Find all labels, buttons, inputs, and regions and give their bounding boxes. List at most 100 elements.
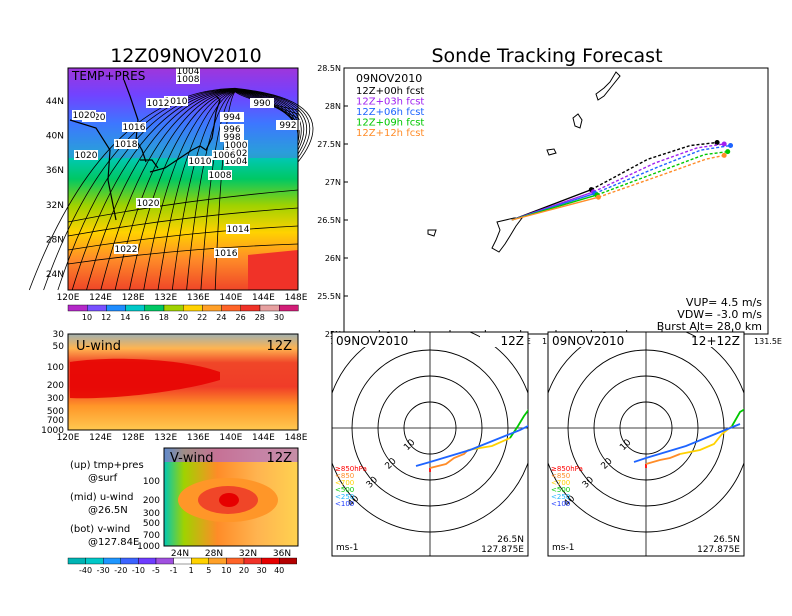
isobar-label: 994 bbox=[220, 112, 244, 123]
y-tick-label: 26.5N bbox=[317, 216, 341, 225]
colorbar-swatch bbox=[85, 557, 104, 565]
svg-text:1020: 1020 bbox=[137, 199, 160, 209]
svg-text:994: 994 bbox=[223, 113, 240, 123]
hodograph-trace bbox=[633, 423, 741, 463]
colorbar-swatch bbox=[221, 304, 242, 312]
isobar-label: 1020 bbox=[72, 110, 96, 121]
colorbar-swatch bbox=[243, 557, 262, 565]
pressure-tick-label: 300 bbox=[143, 509, 160, 519]
pressure-tick-label: 1000 bbox=[137, 542, 160, 552]
pressure-tick-label: 700 bbox=[143, 531, 160, 541]
isobar-label: 998 bbox=[220, 132, 244, 143]
track-line-descent bbox=[594, 144, 731, 195]
colorbar-swatch bbox=[67, 557, 86, 565]
isobar-label: 990 bbox=[250, 98, 274, 109]
landing-point bbox=[721, 152, 727, 158]
colorbar-swatch bbox=[279, 557, 298, 565]
hodograph-trace bbox=[467, 437, 511, 451]
lon-tick-label: 132E bbox=[154, 293, 177, 303]
y-tick-label: 28N bbox=[325, 102, 341, 111]
pressure-tick-label: 500 bbox=[47, 407, 64, 417]
lon-tick-label: 124E bbox=[89, 433, 112, 443]
colorbar-label: -1 bbox=[170, 566, 178, 575]
track-line-descent bbox=[591, 141, 718, 191]
y-tick-label: 26N bbox=[325, 254, 341, 263]
vwind-label: V-wind bbox=[170, 451, 214, 466]
svg-text:1012: 1012 bbox=[147, 99, 170, 109]
lat-tick-label: 28N bbox=[46, 235, 64, 245]
vup-text: VUP= 4.5 m/s bbox=[686, 296, 762, 309]
level-legend: <500 bbox=[335, 486, 354, 494]
colorbar-label: 10 bbox=[221, 566, 231, 575]
isobar-label: 1016 bbox=[122, 122, 146, 133]
y-tick-label: 28.5N bbox=[317, 64, 341, 73]
isobar-label: 1010 bbox=[164, 96, 188, 107]
level-legend: <500 bbox=[551, 486, 570, 494]
colorbar-swatch bbox=[106, 304, 126, 312]
pressure-tick-label: 1000 bbox=[41, 426, 64, 436]
isobar bbox=[71, 88, 305, 291]
svg-text:1000: 1000 bbox=[225, 141, 248, 151]
uwind-lon-ticks: 120E 124E 128E 132E 136E 140E 144E 148E bbox=[57, 433, 308, 443]
isobar-label: 1022 bbox=[114, 244, 138, 255]
landing-point bbox=[725, 149, 731, 155]
svg-text:1004: 1004 bbox=[177, 67, 200, 77]
burst-point bbox=[595, 194, 601, 200]
isobar-label: 1004 bbox=[224, 156, 248, 167]
level-legend: <850 bbox=[335, 472, 354, 480]
colorbar-swatch bbox=[259, 304, 280, 312]
colorbar-label: 40 bbox=[274, 566, 284, 575]
legend-entry: 12Z+03h fcst bbox=[356, 97, 424, 108]
lon-tick-label: 144E bbox=[252, 433, 275, 443]
isobar-label: 1006 bbox=[212, 150, 236, 161]
colorbar-label: 12 bbox=[101, 313, 111, 322]
landing-point bbox=[714, 139, 720, 145]
level-legend: <700 bbox=[335, 479, 354, 487]
isobar bbox=[43, 88, 311, 291]
isobar-labels: 1004100810101020102010161018102099099299… bbox=[72, 66, 300, 259]
isobar-lines bbox=[28, 87, 314, 291]
isobar-label: 1004 bbox=[176, 66, 200, 77]
vdw-text: VDW= -3.0 m/s bbox=[677, 308, 762, 321]
colorbar-label: 30 bbox=[274, 313, 284, 322]
colorbar-label: 20 bbox=[178, 313, 188, 322]
pressure-tick-label: 50 bbox=[53, 342, 65, 352]
hodograph-trace bbox=[731, 408, 744, 427]
svg-text:(mid) u-wind: (mid) u-wind bbox=[70, 492, 133, 503]
right-title: Sonde Tracking Forecast bbox=[431, 45, 662, 67]
colorbar-swatch bbox=[261, 557, 280, 565]
colorbar-swatch bbox=[144, 304, 165, 312]
lon-tick-label: 148E bbox=[285, 433, 308, 443]
isobar-label: 1018 bbox=[114, 139, 138, 150]
isobar bbox=[100, 89, 300, 291]
lat-tick-label: 28N bbox=[205, 549, 223, 559]
isobar-label: 996 bbox=[220, 124, 244, 135]
hodograph-lon: 127.875E bbox=[481, 545, 524, 555]
colorbar-swatch bbox=[173, 557, 192, 565]
map-panel: TEMP+PRES 100410081010102010201016101810… bbox=[28, 66, 314, 322]
svg-text:990: 990 bbox=[253, 99, 270, 109]
isobar-label: 1020 bbox=[74, 150, 98, 161]
colorbar-swatch bbox=[102, 557, 121, 565]
pressure-tick-label: 30 bbox=[53, 330, 65, 340]
colorbar-label: -10 bbox=[132, 566, 145, 575]
svg-text:1010: 1010 bbox=[165, 97, 188, 107]
colorbar-label: -5 bbox=[152, 566, 160, 575]
colorbar-label: 22 bbox=[197, 313, 207, 322]
level-legend: <250 bbox=[335, 493, 354, 501]
colorbar-label: 1 bbox=[189, 566, 194, 575]
colorbar-swatch bbox=[182, 304, 203, 312]
isobar bbox=[67, 207, 299, 237]
lat-tick-label: 24N bbox=[171, 549, 189, 559]
pressure-tick-label: 100 bbox=[143, 477, 160, 487]
hodograph-date: 09NOV2010 bbox=[336, 334, 408, 348]
track-lines bbox=[511, 139, 734, 221]
lon-tick-label: 136E bbox=[187, 433, 210, 443]
svg-text:998: 998 bbox=[223, 133, 240, 143]
lat-tick-label: 36N bbox=[46, 166, 64, 176]
isobar bbox=[67, 225, 299, 251]
